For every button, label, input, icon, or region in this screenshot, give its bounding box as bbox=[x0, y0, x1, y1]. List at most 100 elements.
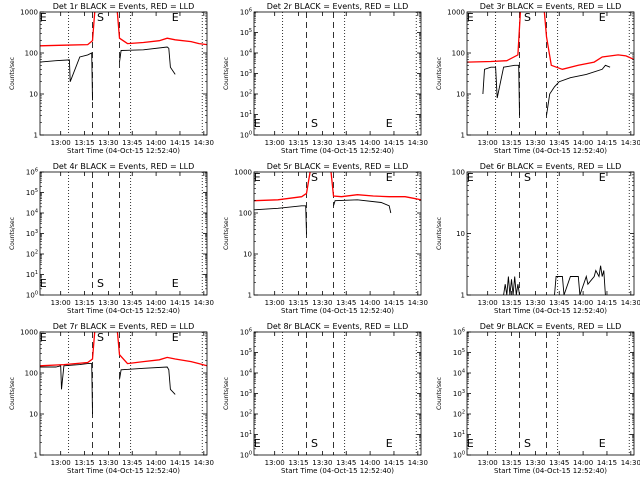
x-tick-label: 13:30 bbox=[98, 459, 118, 467]
y-tick-label: 10 bbox=[456, 91, 465, 99]
panel-title: Det 4r BLACK = Events, RED = LLD bbox=[53, 162, 195, 171]
panel-title: Det 7r BLACK = Events, RED = LLD bbox=[53, 322, 195, 331]
x-tick-label: 13:45 bbox=[122, 459, 142, 467]
y-axis-label: Counts/sec bbox=[9, 377, 16, 410]
x-tick-label: 13:45 bbox=[336, 139, 356, 147]
x-axis-label: Start Time (04-Oct-15 12:52:40) bbox=[67, 147, 180, 155]
marker-S: S bbox=[97, 11, 104, 24]
series-line-events bbox=[40, 363, 93, 415]
y-tick-label: 104 bbox=[26, 209, 38, 218]
plot-frame bbox=[253, 11, 422, 136]
plot-area bbox=[40, 332, 207, 455]
x-axis-label: Start Time (04-Oct-15 12:52:40) bbox=[67, 467, 180, 475]
y-axis-label: Counts/sec bbox=[9, 57, 16, 90]
y-tick-label: 102 bbox=[240, 90, 252, 99]
plot-frame bbox=[253, 331, 422, 456]
x-tick-label: 13:15 bbox=[501, 299, 521, 307]
x-tick-label: 13:00 bbox=[51, 299, 71, 307]
y-tick-label: 100 bbox=[240, 451, 252, 460]
marker-S: S bbox=[524, 171, 531, 184]
panel-title: Det 8r BLACK = Events, RED = LLD bbox=[267, 322, 409, 331]
x-tick-label: 13:15 bbox=[288, 139, 308, 147]
plot-frame bbox=[39, 331, 208, 456]
x-tick-label: 14:00 bbox=[573, 139, 593, 147]
marker-E-left: E bbox=[467, 171, 474, 184]
x-tick-label: 13:00 bbox=[265, 299, 285, 307]
marker-S: S bbox=[311, 437, 318, 450]
panel-title: Det 6r BLACK = Events, RED = LLD bbox=[480, 162, 622, 171]
marker-E-left: E bbox=[467, 11, 474, 24]
y-tick-label: 106 bbox=[240, 8, 252, 17]
y-tick-label: 101 bbox=[240, 110, 252, 119]
x-tick-label: 13:45 bbox=[336, 459, 356, 467]
y-tick-label: 10 bbox=[29, 91, 38, 99]
marker-E-right: E bbox=[599, 171, 606, 184]
marker-S: S bbox=[97, 331, 104, 344]
series-line-events bbox=[40, 52, 93, 101]
x-tick-label: 13:00 bbox=[478, 139, 498, 147]
x-tick-label: 13:00 bbox=[478, 459, 498, 467]
y-tick-label: 1000 bbox=[234, 169, 252, 177]
x-tick-label: 14:15 bbox=[597, 139, 617, 147]
series-line-events bbox=[482, 64, 520, 116]
series-line-lld bbox=[467, 12, 634, 70]
x-tick-label: 14:15 bbox=[384, 139, 404, 147]
marker-E-right: E bbox=[172, 277, 179, 290]
x-tick-label: 14:30 bbox=[621, 459, 640, 467]
x-tick-label: 13:30 bbox=[525, 139, 545, 147]
panel-title: Det 5r BLACK = Events, RED = LLD bbox=[267, 162, 409, 171]
panel-title: Det 1r BLACK = Events, RED = LLD bbox=[53, 2, 195, 11]
x-tick-label: 14:30 bbox=[408, 299, 428, 307]
y-tick-label: 104 bbox=[240, 49, 252, 58]
x-axis-label: Start Time (04-Oct-15 12:52:40) bbox=[281, 307, 394, 315]
x-axis-label: Start Time (04-Oct-15 12:52:40) bbox=[281, 147, 394, 155]
y-tick-label: 100 bbox=[25, 50, 38, 58]
plot-area bbox=[467, 12, 634, 135]
y-tick-label: 10 bbox=[456, 230, 465, 238]
x-tick-label: 14:00 bbox=[360, 459, 380, 467]
x-tick-label: 13:15 bbox=[74, 459, 94, 467]
y-axis-label: Counts/sec bbox=[223, 57, 230, 90]
plot-frame bbox=[39, 11, 208, 136]
marker-E-right: E bbox=[599, 437, 606, 450]
marker-E-left: E bbox=[254, 171, 261, 184]
marker-S: S bbox=[97, 277, 104, 290]
plot-area bbox=[495, 172, 630, 295]
x-tick-label: 13:00 bbox=[51, 459, 71, 467]
x-tick-label: 13:00 bbox=[265, 139, 285, 147]
x-tick-label: 14:30 bbox=[194, 139, 214, 147]
y-tick-label: 104 bbox=[453, 369, 465, 378]
x-tick-label: 14:00 bbox=[360, 139, 380, 147]
marker-E-right: E bbox=[172, 331, 179, 344]
x-tick-label: 13:30 bbox=[312, 139, 332, 147]
series-line-events bbox=[119, 366, 176, 395]
series-line-events bbox=[554, 265, 606, 295]
y-tick-label: 1 bbox=[248, 292, 252, 300]
y-tick-label: 103 bbox=[240, 69, 252, 78]
marker-E-left: E bbox=[254, 117, 261, 130]
x-tick-label: 13:45 bbox=[122, 299, 142, 307]
x-tick-label: 13:00 bbox=[478, 299, 498, 307]
plot-area bbox=[68, 172, 203, 295]
marker-S: S bbox=[524, 437, 531, 450]
series-line-events bbox=[119, 46, 176, 75]
series-line-lld bbox=[254, 172, 421, 202]
x-tick-label: 13:30 bbox=[98, 299, 118, 307]
plot-frame bbox=[466, 171, 635, 296]
x-tick-label: 14:00 bbox=[360, 299, 380, 307]
y-tick-label: 100 bbox=[453, 451, 465, 460]
y-tick-label: 1 bbox=[461, 132, 465, 140]
y-axis-label: Counts/sec bbox=[223, 377, 230, 410]
y-tick-label: 1000 bbox=[20, 329, 38, 337]
y-tick-label: 100 bbox=[452, 169, 465, 177]
y-tick-label: 106 bbox=[240, 328, 252, 337]
x-axis-label: Start Time (04-Oct-15 12:52:40) bbox=[494, 467, 607, 475]
marker-E-left: E bbox=[467, 437, 474, 450]
